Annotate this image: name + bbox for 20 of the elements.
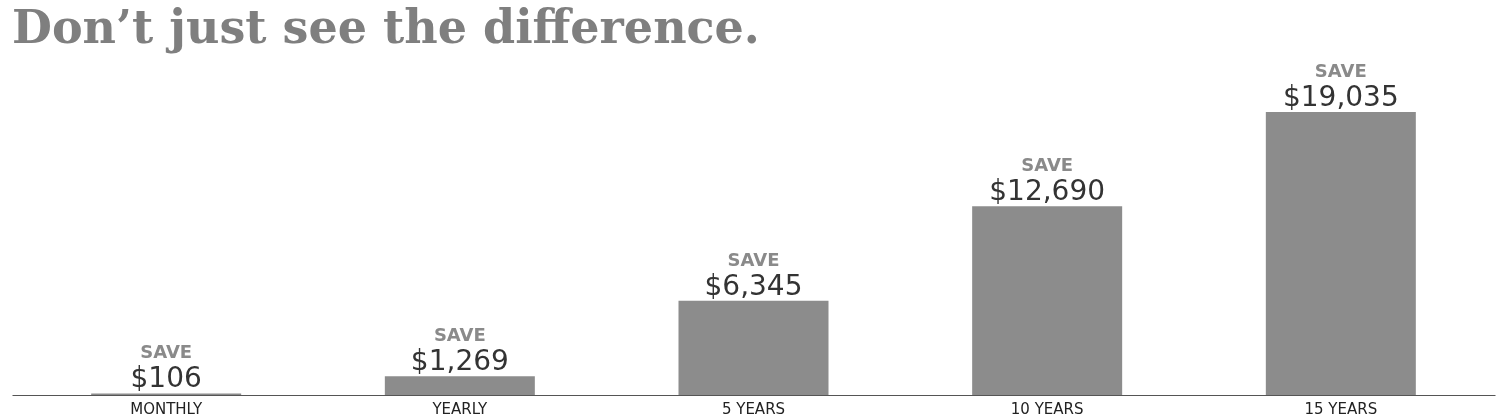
x-tick-label: 5 YEARS <box>721 399 786 418</box>
chart-title: Don’t just see the difference. <box>12 0 760 54</box>
x-tick-label: 10 YEARS <box>1010 399 1084 418</box>
annotation: SAVE <box>433 324 486 346</box>
bar <box>384 376 535 395</box>
data-label: $1,269 <box>410 344 509 378</box>
x-tick-label: YEARLY <box>431 399 489 418</box>
data-label: $12,690 <box>989 174 1106 208</box>
data-label: $19,035 <box>1282 80 1399 113</box>
annotation: SAVE <box>727 248 780 270</box>
bar <box>972 206 1123 395</box>
bar <box>1265 112 1416 395</box>
bar <box>678 300 829 395</box>
x-tick-label: MONTHLY <box>130 399 203 418</box>
data-label: $106 <box>130 361 202 395</box>
data-label: $6,345 <box>704 268 803 302</box>
annotation: SAVE <box>140 341 193 363</box>
annotation: SAVE <box>1314 60 1367 81</box>
annotation: SAVE <box>1021 154 1074 176</box>
x-tick-label: 15 YEARS <box>1304 399 1378 418</box>
